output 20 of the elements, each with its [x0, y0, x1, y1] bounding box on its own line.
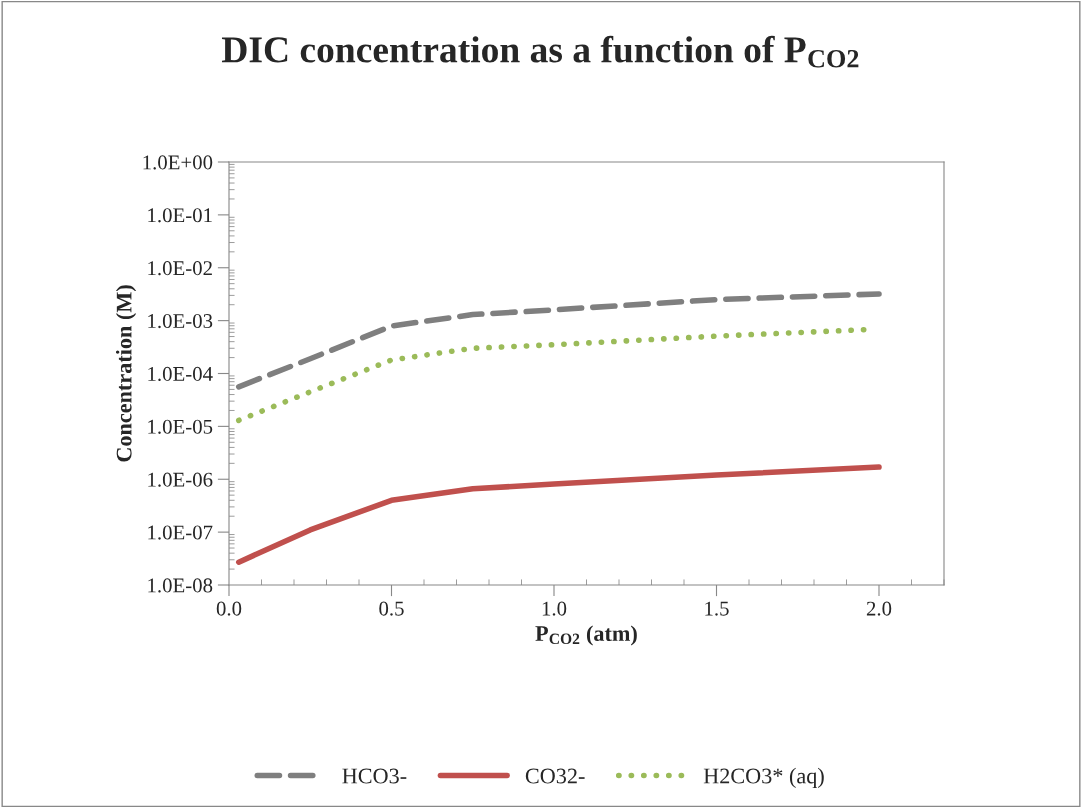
- x-tick-label: 0.5: [379, 601, 404, 616]
- legend-label: HCO3-: [342, 768, 407, 784]
- y-tick-label: 1.0E+00: [143, 155, 213, 170]
- y-tick-label: 1.0E-07: [148, 525, 213, 540]
- chart-title: DIC concentration as a function of P$_{CO2}$: [221, 35, 859, 68]
- x-axis-title: P$_{CO2}$ (atm): [535, 625, 637, 646]
- x-tick-label: 1.5: [705, 601, 729, 616]
- x-tick-label: 0.0: [216, 601, 242, 616]
- x-tick-label: 2.0: [866, 601, 892, 616]
- y-tick-label: 1.0E-02: [148, 261, 212, 276]
- y-tick-label: 1.0E-08: [148, 578, 213, 593]
- y-tick-label: 1.0E-05: [148, 419, 213, 434]
- y-tick-label: 1.0E-03: [148, 314, 213, 329]
- x-tick-label: 1.0: [542, 601, 567, 616]
- legend-label: CO32-: [525, 768, 585, 784]
- y-tick-label: 1.0E-04: [148, 366, 213, 382]
- y-tick-label: 1.0E-01: [148, 208, 212, 223]
- legend-label: H2CO3* (aq): [703, 767, 824, 788]
- y-axis-title: Concentration (M): [115, 285, 137, 462]
- y-tick-label: 1.0E-06: [148, 472, 213, 487]
